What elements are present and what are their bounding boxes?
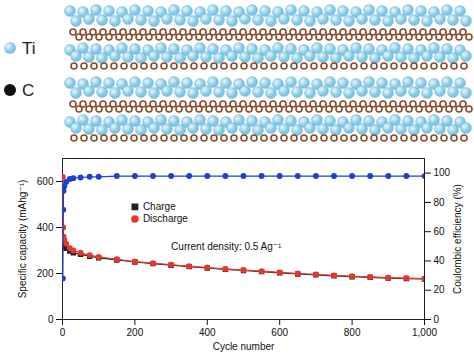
svg-text:80: 80	[434, 197, 446, 208]
svg-text:40: 40	[434, 255, 446, 266]
svg-text:0: 0	[48, 314, 54, 325]
svg-text:C: C	[22, 81, 34, 100]
svg-text:200: 200	[127, 327, 144, 338]
svg-text:Specific capacity (mAhg⁻¹): Specific capacity (mAhg⁻¹)	[17, 180, 28, 299]
svg-text:400: 400	[199, 327, 216, 338]
svg-text:Ti: Ti	[22, 39, 36, 58]
svg-text:800: 800	[344, 327, 361, 338]
svg-text:Coulombic efficiency (%): Coulombic efficiency (%)	[452, 184, 463, 294]
svg-text:400: 400	[37, 222, 54, 233]
svg-text:100: 100	[434, 167, 451, 178]
svg-text:600: 600	[271, 327, 288, 338]
svg-text:Discharge: Discharge	[143, 213, 188, 224]
svg-text:60: 60	[434, 226, 446, 237]
svg-text:600: 600	[37, 176, 54, 187]
svg-text:200: 200	[37, 268, 54, 279]
svg-text:Current density: 0.5 Ag⁻¹: Current density: 0.5 Ag⁻¹	[171, 241, 282, 252]
svg-text:0: 0	[60, 327, 66, 338]
svg-text:0: 0	[434, 314, 440, 325]
svg-text:Cycle number: Cycle number	[213, 341, 275, 352]
svg-text:Charge: Charge	[143, 201, 176, 212]
svg-text:1,000: 1,000	[412, 327, 437, 338]
svg-text:20: 20	[434, 284, 446, 295]
